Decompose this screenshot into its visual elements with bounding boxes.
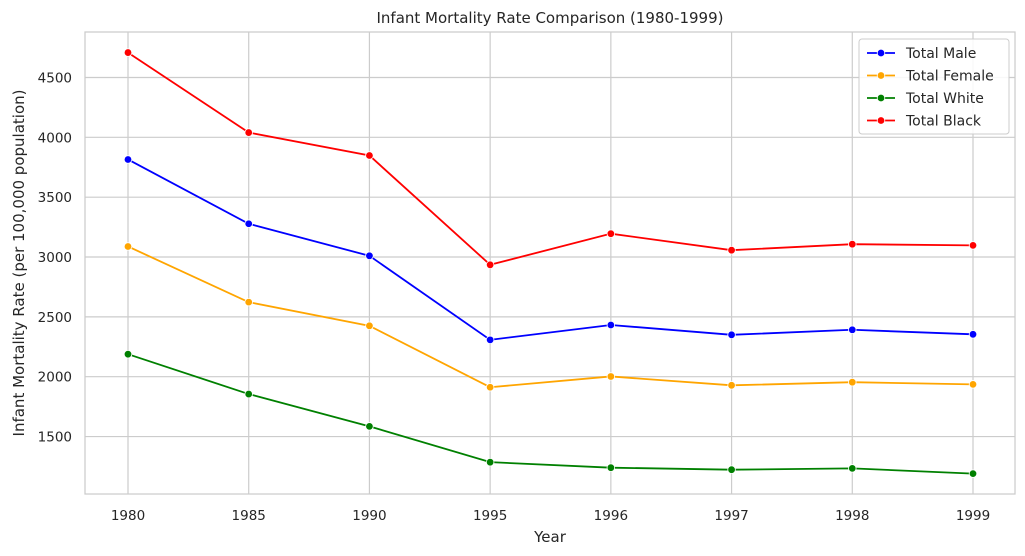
series-total-female — [123, 242, 978, 392]
data-point — [968, 241, 978, 250]
series-layer — [123, 48, 978, 478]
x-axis-ticks: 1980 1985 1990 1995 1996 1997 1998 1999 — [111, 508, 990, 524]
y-axis-label: Infant Mortality Rate (per 100,000 popul… — [10, 90, 28, 437]
data-point — [848, 378, 857, 387]
data-point — [606, 463, 616, 472]
legend-label: Total Male — [905, 46, 976, 62]
data-point — [606, 372, 616, 381]
data-point — [968, 380, 978, 389]
data-point — [244, 297, 253, 307]
legend-entry: Total Black — [867, 114, 982, 130]
data-point — [727, 465, 736, 474]
data-point — [727, 245, 736, 255]
data-point — [727, 330, 736, 340]
data-point — [606, 320, 616, 330]
legend: Total Male Total Female Total White Total B… — [858, 38, 1010, 135]
x-tick-label: 1995 — [473, 508, 507, 524]
data-point — [606, 229, 616, 238]
data-point — [244, 389, 253, 399]
legend-entry: Total Male — [867, 46, 976, 62]
data-point — [365, 321, 374, 331]
x-tick-label: 1998 — [835, 508, 869, 524]
data-point — [848, 325, 857, 334]
data-point — [244, 128, 253, 137]
data-point — [485, 383, 495, 392]
x-tick-label: 1980 — [111, 508, 145, 524]
data-point — [123, 48, 133, 57]
data-point — [485, 260, 495, 269]
series-total-male — [123, 155, 978, 345]
data-point — [848, 240, 857, 249]
y-tick-label: 3000 — [38, 250, 72, 266]
x-tick-label: 1997 — [714, 508, 748, 524]
legend-marker — [876, 71, 886, 80]
chart-title: Infant Mortality Rate Comparison (1980-1… — [377, 9, 724, 27]
data-point — [485, 335, 495, 345]
legend-entry: Total Female — [867, 69, 994, 85]
x-tick-label: 1999 — [956, 508, 990, 524]
plot-frame — [84, 31, 1016, 495]
series-line — [127, 353, 974, 475]
data-point — [123, 242, 133, 251]
data-point — [727, 381, 736, 390]
series-line — [127, 158, 974, 341]
x-tick-label: 1985 — [232, 508, 266, 524]
data-point — [968, 469, 978, 478]
x-axis-label: Year — [533, 528, 567, 546]
data-point — [244, 219, 253, 228]
data-point — [485, 457, 495, 467]
data-point — [968, 330, 978, 339]
series-total-black — [123, 48, 978, 269]
series-line — [127, 51, 974, 266]
series-total-white — [123, 350, 978, 478]
y-axis-ticks: 1500 2000 2500 3000 3500 4000 4500 — [38, 70, 72, 445]
data-point — [365, 151, 374, 160]
legend-label: Total Black — [905, 114, 982, 130]
y-tick-label: 1500 — [38, 430, 72, 446]
y-tick-label: 4500 — [38, 70, 72, 86]
legend-marker — [876, 93, 886, 103]
legend-box — [858, 38, 1010, 135]
legend-entry: Total White — [867, 91, 984, 107]
y-tick-label: 2000 — [38, 370, 72, 386]
y-tick-label: 4000 — [38, 130, 72, 146]
x-tick-label: 1996 — [594, 508, 628, 524]
y-tick-label: 2500 — [38, 310, 72, 326]
data-point — [365, 422, 374, 431]
legend-label: Total Female — [905, 69, 994, 85]
series-line — [127, 245, 974, 389]
data-point — [123, 350, 133, 359]
x-tick-label: 1990 — [352, 508, 386, 524]
data-point — [848, 464, 857, 473]
y-tick-label: 3500 — [38, 190, 72, 206]
grid — [85, 32, 1015, 494]
data-point — [365, 251, 374, 261]
data-point — [123, 155, 133, 164]
legend-marker — [876, 48, 886, 58]
legend-label: Total White — [905, 91, 984, 107]
legend-marker — [876, 116, 886, 125]
